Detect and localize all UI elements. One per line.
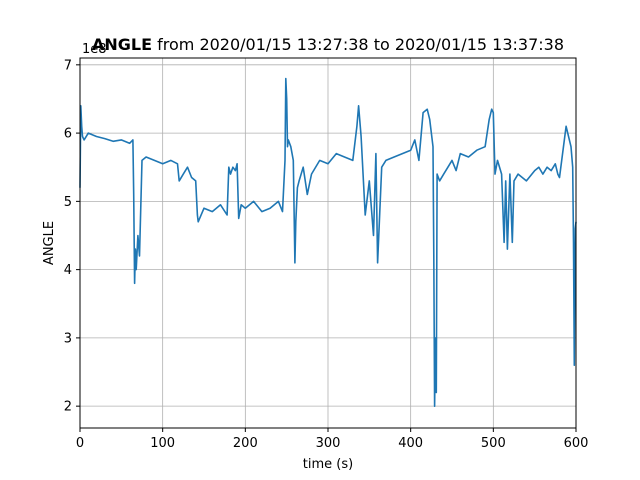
x-tick-label: 100 [150,436,175,451]
y-axis: 2 3 4 5 6 7 [64,58,80,415]
x-axis: 0 100 200 300 400 500 600 [76,428,589,451]
x-tick-label: 500 [481,436,506,451]
x-tick-label: 200 [233,436,258,451]
y-tick-label: 2 [64,400,72,415]
y-tick-label: 5 [64,195,72,210]
x-axis-label: time (s) [303,457,353,472]
x-tick-label: 300 [316,436,341,451]
y-tick-label: 3 [64,331,72,346]
y-tick-label: 4 [64,263,72,278]
series-line [79,77,577,408]
chart-title: ANGLE from 2020/01/15 13:27:38 to 2020/0… [92,35,564,54]
x-tick-label: 600 [564,436,589,451]
y-offset-label: 1e8 [82,42,107,57]
y-tick-label: 6 [64,127,72,142]
x-tick-label: 400 [398,436,423,451]
chart-title-bold: ANGLE [92,35,152,54]
chart-title-rest: from 2020/01/15 13:27:38 to 2020/01/15 1… [152,35,564,54]
data-series [79,77,577,408]
grid [79,58,577,428]
x-tick-label: 0 [76,436,84,451]
y-axis-label: ANGLE [42,221,57,265]
y-tick-label: 7 [64,58,72,73]
